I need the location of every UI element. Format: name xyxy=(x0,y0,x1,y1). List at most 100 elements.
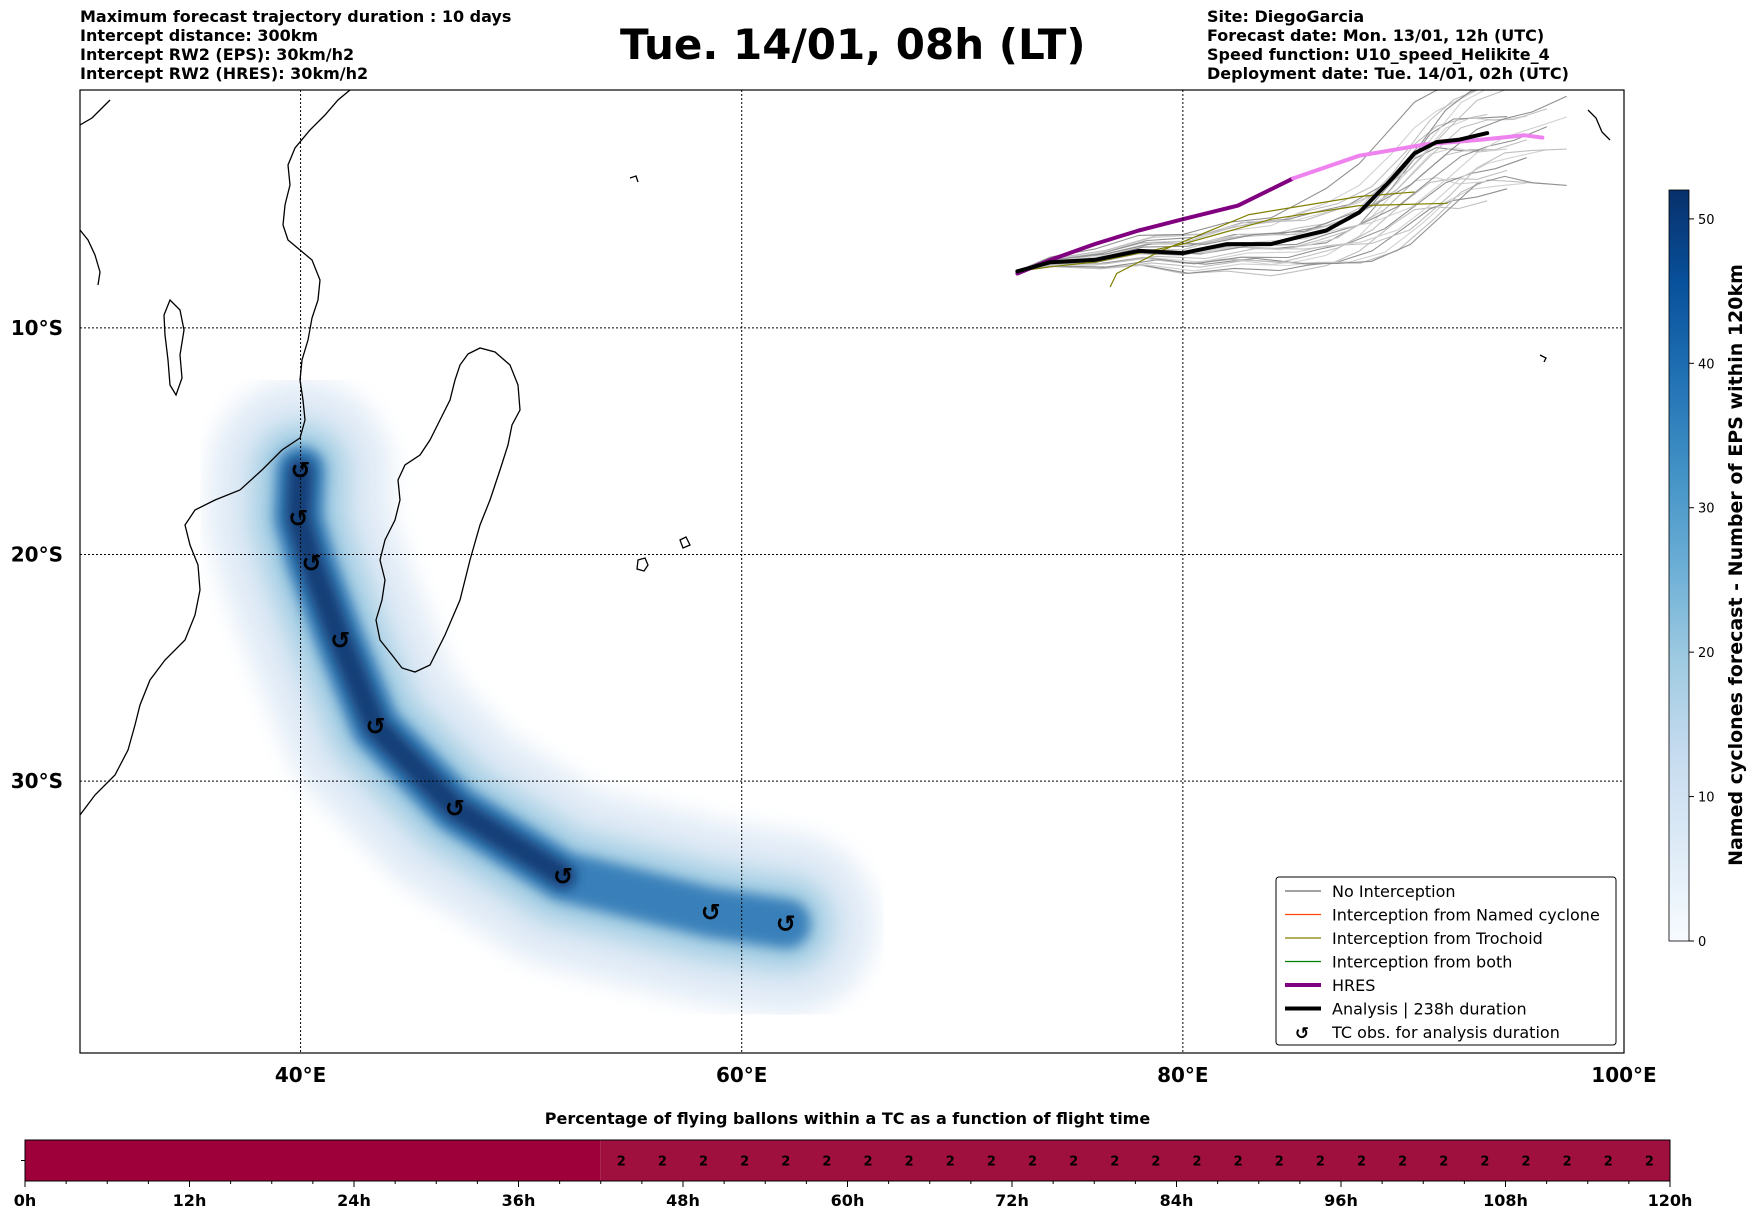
trochoid-track xyxy=(1109,191,1415,288)
bar-cell-value: 2 xyxy=(1028,1155,1037,1170)
bar-cell-value: 2 xyxy=(781,1155,790,1170)
bar-cell-value: 2 xyxy=(1398,1155,1407,1170)
header-left-info: Maximum forecast trajectory duration : 1… xyxy=(80,7,511,83)
ensemble-track xyxy=(1017,90,1516,272)
x-tick-label: 100°E xyxy=(1591,1063,1656,1087)
x-tick-label: 80°E xyxy=(1157,1063,1209,1087)
tc-observation-marker: ↺ xyxy=(776,910,796,938)
ensemble-track xyxy=(1017,148,1567,272)
trochoid-track xyxy=(1017,202,1448,272)
legend-label: HRES xyxy=(1332,976,1375,995)
legend-label: No Interception xyxy=(1332,882,1456,901)
arabian-coast-fragment xyxy=(80,99,111,126)
intercept-distance-text: Intercept distance: 300km xyxy=(80,26,319,45)
intercept-hres-text: Intercept RW2 (HRES): 30km/h2 xyxy=(80,64,369,83)
bar-tick-label: 48h xyxy=(666,1191,700,1210)
bar-cell-value: 2 xyxy=(1110,1155,1119,1170)
density-band-core xyxy=(285,457,577,890)
bar-cell-value: 2 xyxy=(658,1155,667,1170)
bar-cell-value: 2 xyxy=(1522,1155,1531,1170)
ensemble-track xyxy=(1017,95,1567,272)
tc-observation-marker: ↺ xyxy=(302,550,322,578)
bar-tick-label: 24h xyxy=(337,1191,371,1210)
bar-cell-value: 2 xyxy=(1563,1155,1572,1170)
legend-label: Interception from Named cyclone xyxy=(1332,906,1600,925)
bar-tick-label: 84h xyxy=(1160,1191,1194,1210)
y-tick-label: 10°S xyxy=(11,316,63,340)
bar-cell-value: 2 xyxy=(740,1155,749,1170)
legend-label: Analysis | 238h duration xyxy=(1332,1000,1527,1019)
bar-cell-value: 2 xyxy=(1069,1155,1078,1170)
speed-function-text: Speed function: U10_speed_Helikite_4 xyxy=(1207,45,1550,64)
colorbar-tick-label: 30 xyxy=(1698,502,1715,517)
bar-tick-label: 120h xyxy=(1648,1191,1693,1210)
africa-coast xyxy=(80,90,351,816)
colorbar-tick-label: 50 xyxy=(1698,213,1715,228)
bar-cell-value: 2 xyxy=(617,1155,626,1170)
colorbar-tick-label: 40 xyxy=(1698,357,1715,372)
flight-time-bar: Percentage of flying ballons within a TC… xyxy=(14,1109,1693,1210)
bar-tick-label: 60h xyxy=(831,1191,865,1210)
ensemble-track xyxy=(1017,90,1486,272)
x-tick-label: 60°E xyxy=(716,1063,768,1087)
colorbar-tick-label: 20 xyxy=(1698,646,1715,661)
colorbar-tick-label: 10 xyxy=(1698,791,1715,806)
map-frame xyxy=(79,89,1625,1054)
legend-label: Interception from both xyxy=(1332,953,1512,972)
map-gridlines xyxy=(80,90,1624,1053)
bar-cell-value: 2 xyxy=(1193,1155,1202,1170)
coastlines xyxy=(80,90,1611,816)
map-legend: No Interception Interception from Named c… xyxy=(1275,876,1617,1046)
deployment-date-text: Deployment date: Tue. 14/01, 02h (UTC) xyxy=(1207,64,1569,83)
bar-cell-value: 2 xyxy=(1151,1155,1160,1170)
legend-label: Interception from Trochoid xyxy=(1332,929,1543,948)
bar-cell-value: 2 xyxy=(987,1155,996,1170)
analysis-track xyxy=(1015,131,1490,274)
y-tick-label: 30°S xyxy=(11,769,63,793)
y-tick-label: 20°S xyxy=(11,543,63,567)
bar-cell-value: 2 xyxy=(1275,1155,1284,1170)
tc-observation-marker: ↺ xyxy=(288,504,308,532)
tc-observation-marker: ↺ xyxy=(553,862,573,890)
bar-cell-value: 2 xyxy=(699,1155,708,1170)
bar-cell-value: 2 xyxy=(1357,1155,1366,1170)
west-coast-fragment xyxy=(80,229,101,286)
bar-cell-value: 2 xyxy=(1234,1155,1243,1170)
bar-fill-labeled xyxy=(600,1140,1670,1181)
bar-title: Percentage of flying ballons within a TC… xyxy=(545,1109,1151,1128)
bar-cell-value: 2 xyxy=(1480,1155,1489,1170)
map-plot-area: ↺ ↺ ↺ ↺ ↺ ↺ ↺ ↺ ↺ 40°E 60°E 80°E 100°E 10°S 20°S 30°S xyxy=(11,89,1657,1087)
bar-tick-label: 36h xyxy=(502,1191,536,1210)
bar-fill-empty xyxy=(25,1140,601,1181)
hres-track xyxy=(1015,176,1296,276)
map-axis-ticks: 40°E 60°E 80°E 100°E 10°S 20°S 30°S xyxy=(11,316,1657,1087)
cyclone-density-layer xyxy=(208,380,876,1014)
seychelles-fragment xyxy=(629,175,639,183)
ensemble-track xyxy=(1017,179,1547,272)
bar-cell-value: 2 xyxy=(1604,1155,1613,1170)
bar-cell-value: 2 xyxy=(864,1155,873,1170)
trajectory-layer xyxy=(1015,90,1567,288)
colorbar-gradient xyxy=(1668,189,1690,942)
mauritius-island xyxy=(636,557,649,572)
tc-observation-marker: ↺ xyxy=(445,794,465,822)
forecast-date-text: Forecast date: Mon. 13/01, 12h (UTC) xyxy=(1207,26,1545,45)
bar-cell-value: 2 xyxy=(822,1155,831,1170)
chart-title: Tue. 14/01, 08h (LT) xyxy=(620,20,1086,69)
colorbar-label: Named cyclones forecast - Number of EPS … xyxy=(1725,264,1747,866)
bar-tick-label: 108h xyxy=(1483,1191,1528,1210)
legend-box xyxy=(1275,876,1617,1046)
bar-tick-label: 72h xyxy=(995,1191,1029,1210)
tc-observation-marker: ↺ xyxy=(701,899,721,927)
max-duration-text: Maximum forecast trajectory duration : 1… xyxy=(80,7,512,26)
tc-observations-layer: ↺↺↺↺↺↺↺↺ ↺ xyxy=(288,457,796,938)
bar-tick-label: 12h xyxy=(173,1191,207,1210)
bar-cell-value: 2 xyxy=(905,1155,914,1170)
ensemble-track xyxy=(1017,175,1567,272)
tc-observation-marker: ↺ xyxy=(366,713,386,741)
colorbar: 0 10 20 30 40 50 Named cyclones forecast - Num… xyxy=(1668,189,1747,950)
reunion-island xyxy=(679,536,691,549)
ensemble-track xyxy=(1017,115,1527,272)
bar-cell-value: 2 xyxy=(1439,1155,1448,1170)
